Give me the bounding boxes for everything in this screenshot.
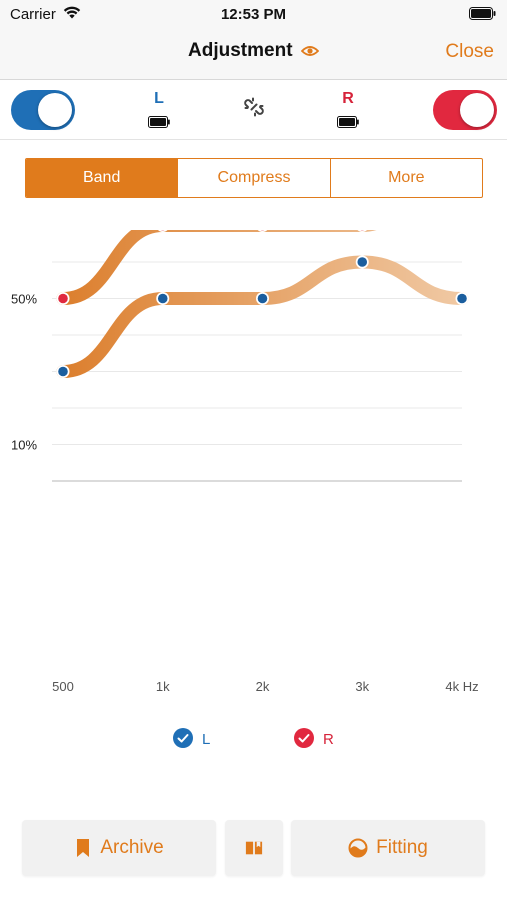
data-point-r[interactable] [58, 293, 68, 304]
battery-icon [469, 7, 496, 20]
data-point-ring-r [357, 230, 367, 232]
eye-icon[interactable] [300, 45, 319, 57]
left-battery-icon [148, 116, 170, 128]
data-point-l[interactable] [157, 293, 168, 304]
right-battery-icon [337, 116, 359, 128]
checkmark-icon [294, 728, 314, 748]
x-tick-label: 2k [256, 679, 270, 694]
wifi-icon [63, 6, 81, 19]
series-band-l [56, 255, 469, 378]
fitting-icon [348, 838, 368, 858]
archive-button[interactable]: Archive [22, 820, 216, 876]
toggle-knob [460, 93, 494, 127]
data-point-l[interactable] [457, 293, 467, 304]
data-point-l[interactable] [357, 257, 368, 267]
x-tick-label: 4k Hz [445, 679, 478, 694]
clock: 12:53 PM [220, 6, 287, 23]
data-point-l[interactable] [58, 366, 68, 377]
close-button[interactable]: Close [445, 41, 494, 62]
nav-bar: Adjustment Close [0, 28, 507, 80]
fitting-label: Fitting [376, 837, 428, 858]
data-point-l[interactable] [257, 293, 268, 304]
data-point-ring-r [257, 230, 268, 232]
status-bar: Carrier 12:53 PM [0, 0, 507, 28]
bookmark-icon [77, 839, 90, 857]
tab-more[interactable]: More [388, 169, 425, 186]
x-tick-label: 3k [355, 679, 369, 694]
legend-label: R [323, 731, 334, 748]
y-axis: 100%50%10% [11, 292, 37, 453]
book-icon [245, 841, 263, 855]
tab-compress[interactable]: Compress [178, 159, 331, 197]
carrier-label: Carrier [10, 6, 56, 23]
left-side-label: L [154, 90, 164, 107]
right-side-label: R [342, 90, 354, 107]
adjustment-tabs: Band Compress More [25, 158, 483, 198]
page-title: Adjustment [188, 40, 293, 61]
archive-label: Archive [100, 837, 164, 858]
toggle-knob [38, 93, 72, 127]
fitting-button[interactable]: Fitting [291, 820, 485, 876]
series-band-r [56, 230, 377, 305]
x-tick-label: 500 [52, 679, 74, 694]
x-tick-label: 1k [156, 679, 170, 694]
y-tick-label: 50% [11, 292, 37, 307]
y-tick-label: 10% [11, 438, 37, 453]
data-point-ring-r [158, 230, 168, 232]
legend-label: L [202, 731, 211, 748]
checkmark-icon [173, 728, 193, 748]
series-points [56, 230, 469, 378]
x-axis: 500 1k 2k 3k 4k Hz [52, 679, 478, 694]
book-button[interactable] [225, 820, 283, 876]
chart-legend: L R [0, 724, 507, 754]
left-device-toggle[interactable] [11, 90, 75, 130]
device-row: L R [0, 80, 507, 140]
right-device-toggle[interactable] [433, 90, 497, 130]
tab-band[interactable]: Band [26, 159, 179, 197]
broken-link-icon[interactable] [244, 97, 264, 117]
nav-title-group: Adjustment [0, 40, 507, 62]
